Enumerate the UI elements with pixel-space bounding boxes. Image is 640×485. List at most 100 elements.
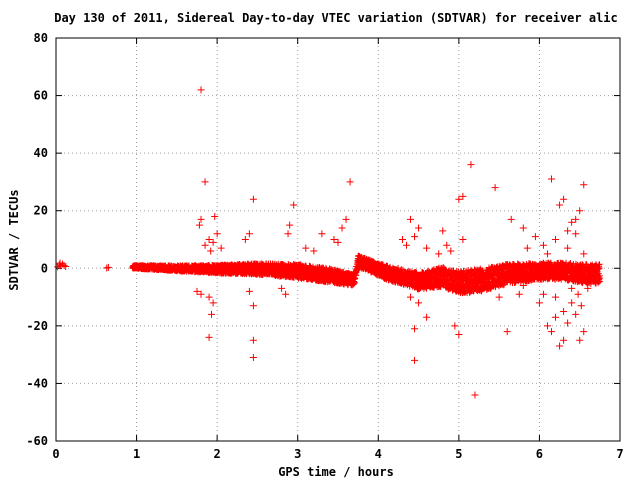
data-point xyxy=(507,215,515,223)
data-point xyxy=(197,86,205,94)
data-point xyxy=(455,330,463,338)
data-point xyxy=(459,236,467,243)
data-point xyxy=(564,319,572,327)
data-point xyxy=(346,178,354,186)
data-point xyxy=(576,207,584,215)
data-point xyxy=(577,302,585,310)
data-point xyxy=(495,293,503,301)
data-point xyxy=(208,310,216,318)
data-point xyxy=(435,250,443,258)
x-tick-label: 5 xyxy=(455,447,462,461)
data-point xyxy=(519,282,527,290)
data-point xyxy=(447,247,455,255)
data-point xyxy=(284,230,292,238)
data-point xyxy=(249,195,257,203)
data-point xyxy=(467,161,475,169)
plot-frame xyxy=(55,37,621,442)
data-point xyxy=(596,272,603,279)
data-point xyxy=(402,241,410,249)
data-point xyxy=(211,212,219,220)
data-point xyxy=(459,287,467,295)
data-point xyxy=(523,244,531,252)
data-point xyxy=(290,201,298,209)
data-point xyxy=(543,250,551,258)
data-point xyxy=(459,192,467,200)
data-point xyxy=(207,247,215,255)
data-point xyxy=(443,241,451,249)
data-point xyxy=(245,230,253,238)
data-point xyxy=(217,244,225,252)
x-tick-label: 1 xyxy=(133,447,140,461)
scatter-points xyxy=(54,86,592,399)
data-point xyxy=(201,178,209,186)
data-point xyxy=(548,175,556,183)
data-point xyxy=(62,263,70,271)
data-point xyxy=(568,299,576,307)
data-point xyxy=(245,287,253,295)
data-point xyxy=(584,284,592,292)
data-point xyxy=(411,233,419,241)
x-tick-label: 2 xyxy=(214,447,221,461)
data-point xyxy=(209,299,217,307)
data-point xyxy=(539,290,547,298)
x-tick-label: 0 xyxy=(52,447,59,461)
data-point xyxy=(318,230,326,238)
data-point xyxy=(572,215,580,223)
data-point xyxy=(411,325,419,333)
data-point xyxy=(568,218,576,226)
data-point xyxy=(103,264,111,272)
data-point xyxy=(104,263,112,271)
data-point xyxy=(205,236,213,243)
data-point xyxy=(596,265,603,272)
y-tick-label: 40 xyxy=(34,146,48,160)
ticks: 0 1 2 3 4 5 6 7 -60 -40 -20 0 20 40 60 80 xyxy=(26,31,623,461)
data-point xyxy=(286,221,294,229)
data-point xyxy=(249,302,257,310)
chart-title: Day 130 of 2011, Sidereal Day-to-day VTE… xyxy=(54,11,618,25)
y-tick-label: 80 xyxy=(34,31,48,45)
data-point xyxy=(439,227,447,235)
data-point xyxy=(574,290,582,298)
data-point xyxy=(560,195,568,203)
data-point xyxy=(197,290,205,298)
data-point xyxy=(552,236,560,243)
data-point xyxy=(580,181,588,189)
data-point xyxy=(415,224,423,232)
data-point xyxy=(531,233,539,241)
data-point xyxy=(193,287,201,295)
data-point xyxy=(564,227,572,235)
data-point xyxy=(241,236,249,243)
data-point xyxy=(195,221,203,229)
data-point xyxy=(338,224,346,232)
data-point xyxy=(455,195,463,203)
data-point xyxy=(342,215,350,223)
data-point xyxy=(451,322,459,330)
data-point xyxy=(539,241,547,249)
data-point xyxy=(209,238,217,246)
data-point xyxy=(411,356,419,364)
data-point xyxy=(197,215,205,223)
data-point xyxy=(334,238,342,246)
data-point xyxy=(302,244,310,252)
data-point xyxy=(56,259,64,267)
data-point xyxy=(491,184,499,192)
data-point xyxy=(564,244,572,252)
x-tick-label: 3 xyxy=(294,447,301,461)
data-point xyxy=(278,284,286,292)
x-tick-label: 4 xyxy=(375,447,382,461)
x-tick-label: 6 xyxy=(536,447,543,461)
data-point xyxy=(552,313,560,321)
dense-band xyxy=(129,252,603,297)
data-point xyxy=(423,285,430,292)
data-point xyxy=(515,290,523,298)
y-tick-label: 60 xyxy=(34,89,48,103)
data-point xyxy=(576,336,584,344)
x-tick-label: 7 xyxy=(616,447,623,461)
data-point xyxy=(580,328,588,336)
data-point xyxy=(503,328,511,336)
data-point xyxy=(201,241,209,249)
y-tick-label: -20 xyxy=(26,319,48,333)
data-point xyxy=(572,230,580,238)
data-point xyxy=(560,307,568,315)
data-point xyxy=(580,250,588,258)
